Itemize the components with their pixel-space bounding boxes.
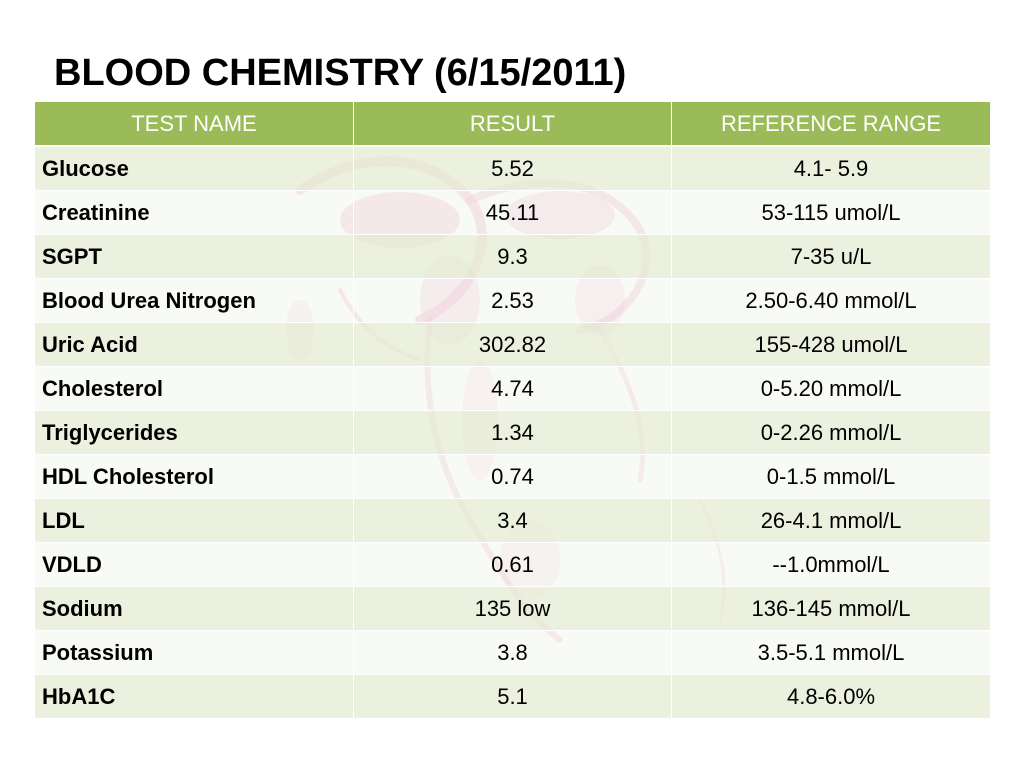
test-name-cell: HbA1C xyxy=(34,674,354,719)
header-result: RESULT xyxy=(353,101,672,147)
test-name-cell: Creatinine xyxy=(34,190,354,235)
test-name-cell: Glucose xyxy=(34,145,354,191)
reference-range-cell: 4.1- 5.9 xyxy=(671,145,991,191)
result-cell: 45.11 xyxy=(353,190,672,235)
header-test-name: TEST NAME xyxy=(34,101,354,147)
reference-range-cell: 26-4.1 mmol/L xyxy=(671,498,991,543)
header-reference-range: REFERENCE RANGE xyxy=(671,101,991,147)
table-row: SGPT 9.3 7-35 u/L xyxy=(34,234,991,279)
table-body: Glucose 5.52 4.1- 5.9 Creatinine 45.11 5… xyxy=(34,145,991,719)
blood-chemistry-table: TEST NAME RESULT REFERENCE RANGE Glucose… xyxy=(34,101,991,719)
test-name-cell: Uric Acid xyxy=(34,322,354,367)
table-row: VDLD 0.61 --1.0mmol/L xyxy=(34,542,991,587)
result-cell: 0.61 xyxy=(353,542,672,587)
test-name-cell: VDLD xyxy=(34,542,354,587)
table-row: Cholesterol 4.74 0-5.20 mmol/L xyxy=(34,366,991,411)
reference-range-cell: --1.0mmol/L xyxy=(671,542,991,587)
reference-range-cell: 155-428 umol/L xyxy=(671,322,991,367)
table-row: Potassium 3.8 3.5-5.1 mmol/L xyxy=(34,630,991,675)
table-row: Triglycerides 1.34 0-2.26 mmol/L xyxy=(34,410,991,455)
reference-range-cell: 0-5.20 mmol/L xyxy=(671,366,991,411)
test-name-cell: HDL Cholesterol xyxy=(34,454,354,499)
reference-range-cell: 4.8-6.0% xyxy=(671,674,991,719)
table-row: Blood Urea Nitrogen 2.53 2.50-6.40 mmol/… xyxy=(34,278,991,323)
reference-range-cell: 53-115 umol/L xyxy=(671,190,991,235)
result-cell: 3.8 xyxy=(353,630,672,675)
test-name-cell: Blood Urea Nitrogen xyxy=(34,278,354,323)
test-name-cell: Triglycerides xyxy=(34,410,354,455)
test-name-cell: Potassium xyxy=(34,630,354,675)
table-row: HbA1C 5.1 4.8-6.0% xyxy=(34,674,991,719)
reference-range-cell: 0-2.26 mmol/L xyxy=(671,410,991,455)
result-cell: 5.1 xyxy=(353,674,672,719)
table-row: Glucose 5.52 4.1- 5.9 xyxy=(34,145,991,191)
table-row: HDL Cholesterol 0.74 0-1.5 mmol/L xyxy=(34,454,991,499)
result-cell: 2.53 xyxy=(353,278,672,323)
result-cell: 0.74 xyxy=(353,454,672,499)
result-cell: 302.82 xyxy=(353,322,672,367)
reference-range-cell: 7-35 u/L xyxy=(671,234,991,279)
reference-range-cell: 3.5-5.1 mmol/L xyxy=(671,630,991,675)
result-cell: 9.3 xyxy=(353,234,672,279)
reference-range-cell: 0-1.5 mmol/L xyxy=(671,454,991,499)
test-name-cell: Cholesterol xyxy=(34,366,354,411)
table-row: Sodium 135 low 136-145 mmol/L xyxy=(34,586,991,631)
table-row: LDL 3.4 26-4.1 mmol/L xyxy=(34,498,991,543)
test-name-cell: Sodium xyxy=(34,586,354,631)
result-cell: 5.52 xyxy=(353,145,672,191)
table-header: TEST NAME RESULT REFERENCE RANGE xyxy=(34,101,991,147)
page-title: BLOOD CHEMISTRY (6/15/2011) xyxy=(54,52,627,94)
result-cell: 4.74 xyxy=(353,366,672,411)
table-row: Creatinine 45.11 53-115 umol/L xyxy=(34,190,991,235)
test-name-cell: SGPT xyxy=(34,234,354,279)
result-cell: 3.4 xyxy=(353,498,672,543)
table-row: Uric Acid 302.82 155-428 umol/L xyxy=(34,322,991,367)
test-name-cell: LDL xyxy=(34,498,354,543)
result-cell: 1.34 xyxy=(353,410,672,455)
result-cell: 135 low xyxy=(353,586,672,631)
reference-range-cell: 2.50-6.40 mmol/L xyxy=(671,278,991,323)
reference-range-cell: 136-145 mmol/L xyxy=(671,586,991,631)
header-row: TEST NAME RESULT REFERENCE RANGE xyxy=(34,101,991,147)
